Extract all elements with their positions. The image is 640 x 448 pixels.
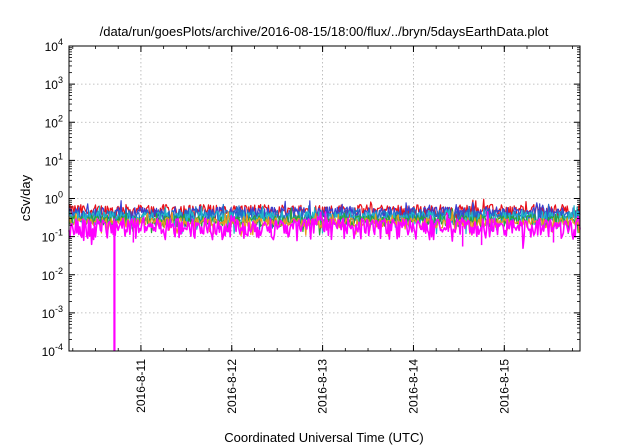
y-tick-label: 103 — [45, 75, 63, 92]
y-tick-label: 10-3 — [42, 304, 63, 321]
x-axis-label: Coordinated Universal Time (UTC) — [224, 430, 423, 445]
x-axis: 2016-8-11 2016-8-12 2016-8-13 2016-8-14 2016… — [72, 46, 573, 414]
y-axis: 10-4 10-3 10-2 10-1 100 101 102 103 104 — [42, 37, 580, 359]
series-group — [68, 198, 581, 351]
chart-title: /data/run/goesPlots/archive/2016-08-15/1… — [100, 24, 549, 39]
x-tick-label: 2016-8-13 — [316, 359, 330, 414]
x-tick-label: 2016-8-15 — [497, 359, 511, 414]
y-tick-label: 101 — [45, 151, 63, 168]
x-tick-label: 2016-8-12 — [225, 359, 239, 414]
y-tick-label: 10-2 — [42, 266, 63, 283]
y-axis-label: cSv/day — [18, 174, 33, 221]
x-tick-label: 2016-8-11 — [134, 359, 148, 413]
y-tick-label: 100 — [45, 190, 63, 207]
y-tick-label: 104 — [45, 37, 63, 54]
y-tick-label: 10-1 — [42, 228, 63, 245]
grid — [69, 46, 580, 351]
x-tick-label: 2016-8-14 — [406, 359, 420, 414]
series-line — [68, 211, 581, 249]
y-tick-label: 10-4 — [42, 342, 63, 359]
y-tick-label: 102 — [45, 113, 63, 130]
